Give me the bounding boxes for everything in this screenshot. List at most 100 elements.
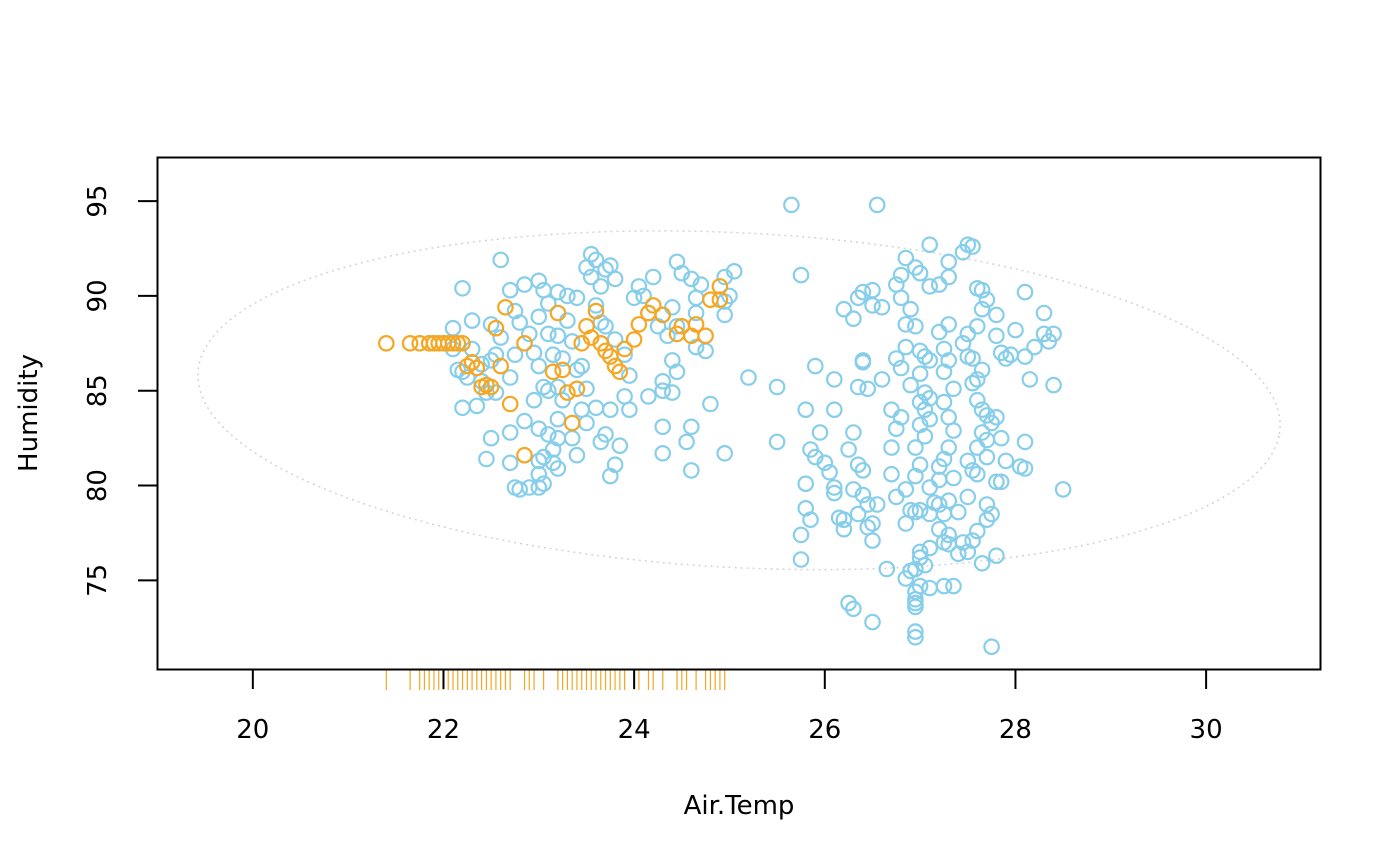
- data-point-blue: [907, 598, 924, 616]
- data-point-blue: [988, 327, 1005, 345]
- data-point-blue: [859, 380, 876, 398]
- data-point-blue: [668, 363, 686, 381]
- data-point-blue: [535, 281, 552, 299]
- data-point-orange: [401, 334, 419, 352]
- data-point-blue: [554, 350, 571, 367]
- data-point-orange: [702, 291, 719, 308]
- data-point-orange: [568, 380, 586, 398]
- data-point-blue: [1016, 348, 1034, 365]
- data-point-blue: [606, 270, 624, 288]
- data-point-blue: [945, 469, 962, 487]
- data-point-orange: [630, 316, 648, 333]
- data-point-blue: [501, 281, 519, 299]
- data-point-blue: [539, 382, 557, 399]
- data-point-blue: [921, 539, 938, 557]
- data-point-blue: [816, 454, 834, 472]
- data-point-orange: [487, 319, 505, 337]
- data-point-blue: [835, 511, 853, 528]
- data-point-blue: [1016, 460, 1034, 477]
- data-point-blue: [539, 325, 557, 343]
- data-point-blue: [959, 452, 977, 470]
- data-point-blue: [845, 424, 862, 441]
- data-point-blue: [916, 556, 934, 574]
- data-point-orange: [559, 384, 576, 401]
- data-point-blue: [544, 346, 562, 363]
- data-point-blue: [640, 388, 657, 405]
- data-point-blue: [506, 346, 524, 363]
- data-point-orange: [516, 446, 533, 464]
- data-point-blue: [868, 496, 886, 513]
- data-point-blue: [644, 268, 662, 286]
- data-point-blue: [978, 448, 996, 466]
- data-point-blue: [897, 481, 915, 498]
- data-point-blue: [973, 554, 991, 572]
- data-point-blue: [873, 298, 891, 316]
- data-point-blue: [921, 236, 938, 253]
- data-point-blue: [935, 393, 953, 411]
- data-point-blue: [582, 245, 600, 263]
- data-point-blue: [887, 350, 905, 367]
- data-point-blue: [578, 380, 595, 398]
- data-point-blue: [854, 462, 872, 479]
- data-point-blue: [992, 429, 1010, 447]
- data-point-blue: [859, 496, 876, 513]
- data-point-blue: [973, 300, 991, 318]
- data-point-blue: [935, 363, 953, 381]
- data-point-blue: [692, 276, 710, 293]
- data-point-blue: [1035, 304, 1053, 322]
- data-point-blue: [630, 278, 648, 295]
- data-point-blue: [902, 376, 919, 394]
- data-point-blue: [549, 460, 567, 477]
- data-point-blue: [573, 357, 590, 375]
- data-point-blue: [783, 196, 800, 214]
- data-point-blue: [702, 395, 719, 413]
- data-point-blue: [988, 473, 1005, 491]
- data-point-blue: [945, 577, 962, 595]
- data-point-blue: [1016, 283, 1034, 301]
- data-point-blue: [768, 378, 786, 396]
- data-point-blue: [530, 420, 548, 437]
- data-point-blue: [478, 450, 495, 468]
- data-point-blue: [792, 266, 810, 284]
- data-point-blue: [525, 391, 543, 409]
- data-point-blue: [535, 475, 552, 492]
- data-point-blue: [654, 418, 671, 436]
- x-tick-label: 28: [999, 715, 1032, 745]
- data-point-blue: [949, 503, 967, 521]
- data-point-blue: [921, 352, 938, 369]
- data-point-blue: [854, 283, 872, 301]
- data-point-orange: [454, 334, 471, 352]
- data-point-blue: [1054, 481, 1072, 498]
- data-point-blue: [454, 279, 471, 297]
- data-point-blue: [740, 369, 757, 386]
- data-point-blue: [887, 420, 905, 437]
- data-point-blue: [511, 481, 528, 498]
- data-point-blue: [1026, 338, 1043, 356]
- data-point-blue: [964, 350, 981, 367]
- data-point-blue: [482, 316, 500, 333]
- data-point-blue: [916, 401, 934, 418]
- data-point-blue: [501, 454, 519, 472]
- data-point-blue: [468, 397, 486, 415]
- data-point-blue: [988, 408, 1005, 426]
- data-point-blue: [968, 371, 986, 388]
- data-point-blue: [1045, 376, 1062, 394]
- data-point-blue: [930, 458, 948, 475]
- data-point-blue: [964, 374, 981, 392]
- data-point-blue: [716, 444, 733, 462]
- data-point-blue: [940, 492, 957, 509]
- data-point-blue: [916, 427, 934, 445]
- x-axis: 20 22 24 26 28 30: [236, 668, 1223, 745]
- data-point-blue: [682, 418, 700, 436]
- data-point-blue: [959, 325, 977, 343]
- data-point-orange: [554, 361, 571, 379]
- data-point-blue: [907, 439, 924, 456]
- data-point-blue: [635, 287, 652, 305]
- x-tick-label: 22: [427, 715, 460, 745]
- data-point-blue: [964, 462, 981, 479]
- data-point-orange: [611, 363, 629, 381]
- data-point-blue: [997, 350, 1015, 367]
- points-layer: [377, 196, 1072, 655]
- data-point-orange: [625, 331, 643, 348]
- data-point-blue: [587, 399, 605, 417]
